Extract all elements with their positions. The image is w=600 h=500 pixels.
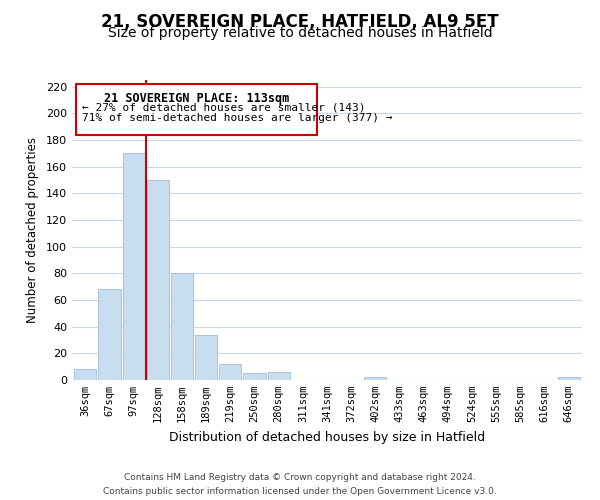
Bar	[195, 334, 217, 380]
Bar	[74, 370, 97, 380]
Bar	[557, 378, 580, 380]
Text: 21 SOVEREIGN PLACE: 113sqm: 21 SOVEREIGN PLACE: 113sqm	[104, 92, 289, 105]
X-axis label: Distribution of detached houses by size in Hatfield: Distribution of detached houses by size …	[169, 430, 485, 444]
Bar	[268, 372, 290, 380]
Text: 21, SOVEREIGN PLACE, HATFIELD, AL9 5ET: 21, SOVEREIGN PLACE, HATFIELD, AL9 5ET	[101, 12, 499, 30]
Bar	[364, 378, 386, 380]
Text: Contains HM Land Registry data © Crown copyright and database right 2024.: Contains HM Land Registry data © Crown c…	[124, 473, 476, 482]
Bar	[98, 290, 121, 380]
Text: Size of property relative to detached houses in Hatfield: Size of property relative to detached ho…	[107, 26, 493, 40]
Text: 71% of semi-detached houses are larger (377) →: 71% of semi-detached houses are larger (…	[82, 114, 392, 124]
Y-axis label: Number of detached properties: Number of detached properties	[26, 137, 39, 323]
Text: ← 27% of detached houses are smaller (143): ← 27% of detached houses are smaller (14…	[82, 102, 365, 113]
Bar	[76, 84, 317, 134]
Text: Contains public sector information licensed under the Open Government Licence v3: Contains public sector information licen…	[103, 486, 497, 496]
Bar	[244, 374, 266, 380]
Bar	[146, 180, 169, 380]
Bar	[122, 154, 145, 380]
Bar	[171, 274, 193, 380]
Bar	[219, 364, 241, 380]
